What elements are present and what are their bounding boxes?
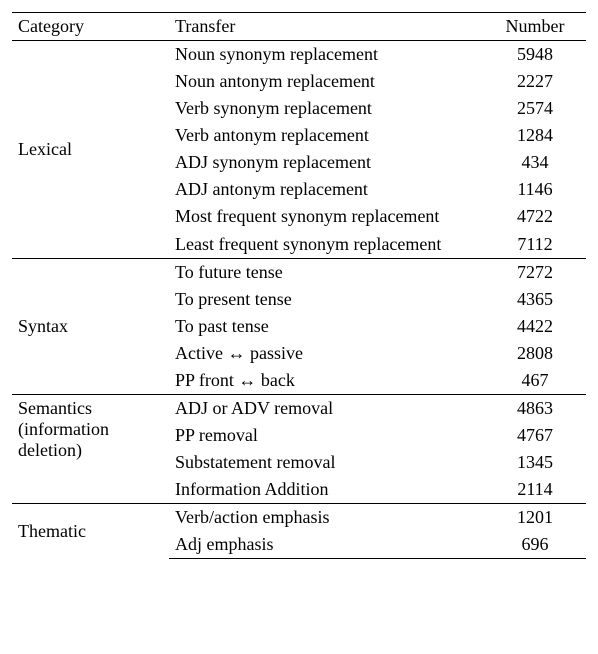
transfer-cell: ADJ antonym replacement [169,176,484,203]
number-cell: 4365 [484,286,586,313]
number-cell: 2574 [484,95,586,122]
number-cell: 434 [484,149,586,176]
transfer-cell: Verb synonym replacement [169,95,484,122]
header-number: Number [484,13,586,41]
transfer-cell: Information Addition [169,476,484,504]
table-row: Lexical Noun synonym replacement 5948 [12,41,586,69]
number-cell: 2227 [484,68,586,95]
category-cell: Lexical [12,41,169,259]
category-cell: Thematic [12,504,169,559]
transfer-cell: To present tense [169,286,484,313]
transfer-cell: Substatement removal [169,449,484,476]
category-cell: Semantics (information deletion) [12,395,169,504]
category-cell: Syntax [12,259,169,395]
number-cell: 4767 [484,422,586,449]
number-cell: 2808 [484,340,586,367]
number-cell: 1284 [484,122,586,149]
transfer-cell: Adj emphasis [169,531,484,559]
transfer-cell: Least frequent synonym replacement [169,231,484,259]
number-cell: 1146 [484,176,586,203]
transfer-cell: Noun synonym replacement [169,41,484,69]
transfer-cell: ADJ synonym replacement [169,149,484,176]
header-transfer: Transfer [169,13,484,41]
number-cell: 7112 [484,231,586,259]
table-row: Syntax To future tense 7272 [12,259,586,287]
transfer-cell: PP removal [169,422,484,449]
transfer-cell: Active ↔ passive [169,340,484,367]
number-cell: 4863 [484,395,586,423]
number-cell: 1345 [484,449,586,476]
transfer-cell: PP front ↔ back [169,367,484,395]
transfer-cell: Verb/action emphasis [169,504,484,532]
number-cell: 696 [484,531,586,559]
header-row: Category Transfer Number [12,13,586,41]
number-cell: 1201 [484,504,586,532]
number-cell: 467 [484,367,586,395]
transfer-cell: To past tense [169,313,484,340]
data-table: Category Transfer Number Lexical Noun sy… [12,12,586,559]
number-cell: 4422 [484,313,586,340]
transfer-cell: Noun antonym replacement [169,68,484,95]
number-cell: 2114 [484,476,586,504]
number-cell: 4722 [484,203,586,231]
transfer-cell: ADJ or ADV removal [169,395,484,423]
transfer-cell: Verb antonym replacement [169,122,484,149]
transfer-cell: Most frequent synonym replacement [169,203,484,231]
header-category: Category [12,13,169,41]
table-row: Semantics (information deletion) ADJ or … [12,395,586,423]
table-row: Thematic Verb/action emphasis 1201 [12,504,586,532]
number-cell: 5948 [484,41,586,69]
transfer-cell: To future tense [169,259,484,287]
number-cell: 7272 [484,259,586,287]
